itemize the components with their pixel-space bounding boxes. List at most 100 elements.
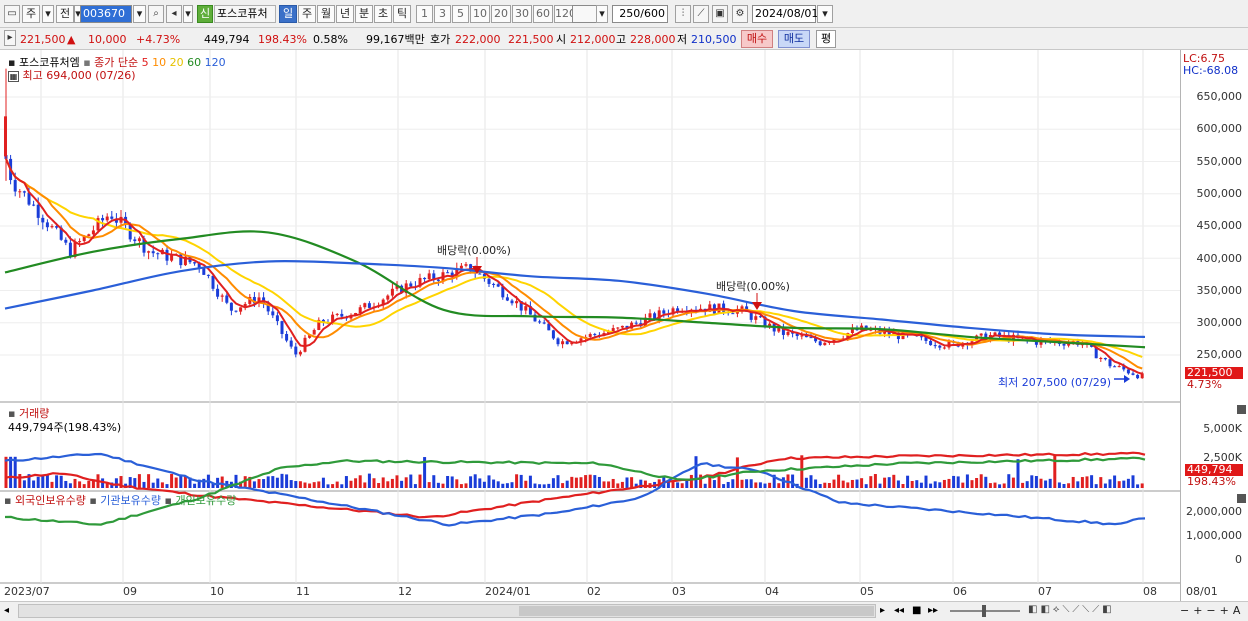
close-icon[interactable] (1237, 494, 1246, 503)
volume-bar (763, 483, 767, 488)
chevron-down-icon[interactable]: ▾ (133, 5, 146, 23)
volume-bar (32, 480, 36, 488)
volume-bar (1099, 477, 1103, 488)
period-tab[interactable]: 주 (298, 5, 316, 23)
interval-tab[interactable]: 1 (416, 5, 433, 23)
date-input[interactable]: 2024/08/01 (752, 5, 818, 23)
volume-bar (160, 482, 164, 488)
interval-tab[interactable]: 20 (491, 5, 511, 23)
chevron-down-icon[interactable]: ▾ (42, 5, 54, 23)
volume-bar (588, 474, 592, 488)
dividend-marker-1[interactable] (472, 257, 482, 274)
period-type-select[interactable]: 주 (22, 5, 40, 23)
candle-body (354, 313, 358, 316)
stock-chart[interactable] (0, 50, 1248, 601)
volume-bar (317, 481, 321, 488)
interval-tab[interactable]: 10 (470, 5, 490, 23)
zoom-controls-icon[interactable]: −+−+A (1180, 604, 1245, 617)
interval-tab[interactable]: 60 (533, 5, 553, 23)
period-tab[interactable]: 월 (317, 5, 335, 23)
speaker-icon[interactable]: ◂ (166, 5, 182, 23)
save-icon[interactable]: ▣ (712, 5, 728, 23)
ma120-label: 120 (204, 56, 226, 69)
chevron-down-icon[interactable]: ▾ (596, 5, 608, 23)
period-tab[interactable]: 초 (374, 5, 392, 23)
scroll-right-icon[interactable]: ▸ (880, 605, 886, 616)
period-tab[interactable]: 분 (355, 5, 373, 23)
bottom-bar: ◂ ▸ ◂◂ ■ ▸▸ ◧◧⟡⟍⟋⟍⟋◧ −+−+A (0, 601, 1248, 621)
hc-value: HC:-68.08 (1183, 64, 1239, 77)
candle-body (331, 314, 335, 323)
gear-icon[interactable]: ⚙ (732, 5, 748, 23)
count-input[interactable]: 250/600 (612, 5, 668, 23)
panel-toggle-icon[interactable]: ▸ (4, 30, 16, 46)
prev-button[interactable]: 전 (56, 5, 74, 23)
period-tab[interactable]: 일 (279, 5, 297, 23)
calendar-icon[interactable]: ▦ (8, 71, 19, 82)
stock-code-input[interactable]: 003670 (80, 5, 132, 23)
volume-bar (726, 481, 730, 488)
chevron-down-icon[interactable]: ▾ (183, 5, 193, 23)
candle-body (777, 327, 781, 332)
stop-icon[interactable]: ■ (912, 605, 922, 616)
calendar-icon[interactable]: ▾ (817, 5, 833, 23)
interval-tab[interactable]: 5 (452, 5, 469, 23)
volume-bar (450, 476, 454, 488)
candle-body (358, 307, 362, 314)
volume-bar (975, 478, 979, 488)
volume-bar (814, 479, 818, 488)
volume-bar (101, 478, 105, 488)
lc-value: LC:6.75 (1183, 52, 1226, 65)
indicator-icon[interactable]: ⟋ (693, 5, 709, 23)
rewind-icon[interactable]: ◂◂ (894, 605, 905, 616)
volume-bar (993, 482, 997, 488)
search-icon[interactable]: ⌕ (148, 5, 164, 23)
volume-bar (252, 481, 256, 488)
window-menu-icon[interactable]: ▭ (4, 5, 20, 23)
interval-tab[interactable]: 30 (512, 5, 532, 23)
close-icon[interactable] (1237, 405, 1246, 414)
volume-bar (87, 481, 91, 488)
period-tab[interactable]: 년 (336, 5, 354, 23)
candle-body (570, 342, 574, 345)
candle-body (216, 288, 220, 297)
scrollbar-track[interactable] (18, 604, 876, 618)
chart-area[interactable] (0, 50, 1248, 601)
volume-bar (455, 479, 459, 488)
volume-bar (643, 480, 647, 488)
volume-bar (73, 478, 77, 488)
drawing-tools-icon[interactable]: ◧◧⟡⟍⟋⟍⟋◧ (1028, 604, 1115, 615)
volume-bar (519, 474, 523, 488)
scroll-left-icon[interactable]: ◂ (4, 605, 10, 616)
eval-button[interactable]: 평 (816, 30, 836, 48)
low-note: 최저 207,500 (07/29) (998, 376, 1112, 389)
high-note: ▦ 최고 694,000 (07/26) (8, 67, 136, 83)
volume-bar (1062, 483, 1066, 488)
volume-bar (1113, 475, 1117, 488)
candle-body (979, 333, 983, 336)
volume-bar (625, 477, 629, 488)
dividend-marker-2[interactable] (752, 293, 762, 310)
candle-body (298, 351, 302, 355)
period-tab[interactable]: 틱 (393, 5, 411, 23)
ma10-line (5, 158, 1143, 370)
volume-bar (781, 477, 785, 488)
candle-body (151, 251, 155, 254)
candle-type-icon[interactable]: ⫶ (675, 5, 691, 23)
interval-tab[interactable]: 3 (434, 5, 451, 23)
ask-price: 222,000 (455, 33, 501, 46)
candle-body (542, 322, 546, 324)
volume-bar (427, 482, 431, 488)
interval-tab[interactable]: 120 (554, 5, 576, 23)
volume-bar (1048, 478, 1052, 488)
volume-bar (850, 479, 854, 488)
volume-bar (137, 474, 141, 488)
volume-bar (285, 474, 289, 488)
candle-body (22, 191, 26, 193)
forward-icon[interactable]: ▸▸ (928, 605, 939, 616)
zoom-slider-handle[interactable] (982, 605, 986, 617)
volume-bar (1034, 476, 1038, 488)
sell-button[interactable]: 매도 (778, 30, 810, 48)
scrollbar-thumb[interactable] (519, 606, 874, 616)
buy-button[interactable]: 매수 (741, 30, 773, 48)
